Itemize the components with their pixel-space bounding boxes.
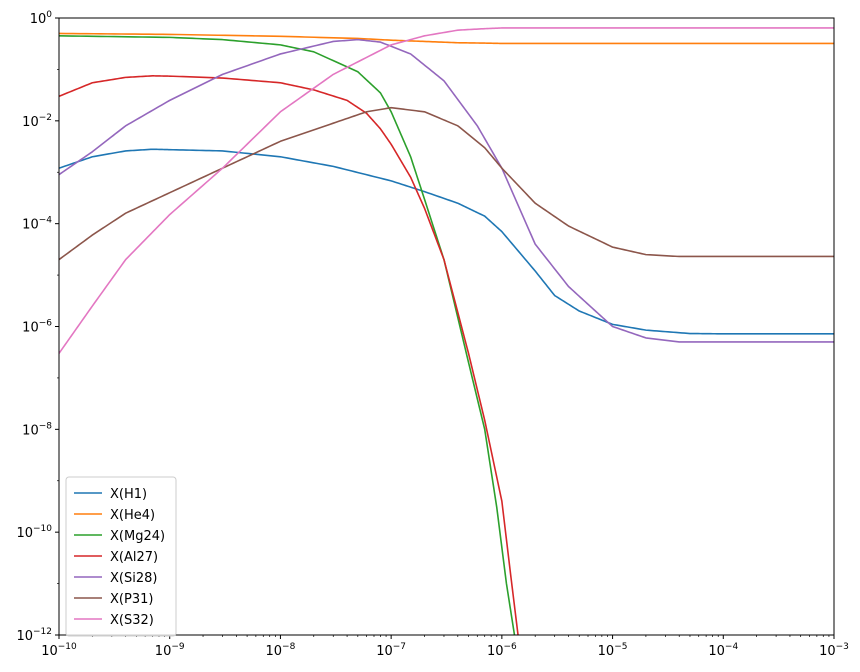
legend-label: X(P31) — [110, 592, 153, 607]
y-tick-label-base: 10 — [22, 423, 39, 438]
x-tick-label-exponent: −9 — [171, 642, 185, 652]
x-tick-label: 10−7 — [376, 642, 406, 659]
y-tick-label-base: 10 — [30, 12, 47, 27]
y-tick-label-exponent: −12 — [33, 627, 52, 637]
y-tick-label-base: 10 — [22, 321, 39, 336]
y-tick-label-exponent: −4 — [39, 216, 53, 226]
y-tick-label: 10−6 — [22, 319, 52, 336]
y-tick-label-base: 10 — [16, 629, 33, 644]
x-tick-label-exponent: −8 — [282, 642, 296, 652]
series-layer — [59, 27, 834, 635]
x-tick-label-exponent: −7 — [393, 642, 406, 652]
y-tick-label-base: 10 — [22, 115, 39, 130]
y-tick-label-exponent: −8 — [39, 421, 53, 431]
y-tick-label-base: 10 — [22, 218, 39, 233]
y-tick-label-exponent: 0 — [46, 10, 52, 20]
x-tick-label-base: 10 — [266, 644, 283, 659]
legend-label: X(Al27) — [110, 550, 158, 565]
x-tick-label-exponent: −3 — [836, 642, 849, 652]
legend-label: X(He4) — [110, 508, 155, 523]
x-tick-label: 10−10 — [41, 642, 77, 659]
series-line-3 — [59, 75, 519, 635]
series-line-5 — [59, 106, 834, 261]
y-tick-label-exponent: −10 — [33, 524, 52, 534]
x-tick-label-exponent: −6 — [503, 642, 517, 652]
x-tick-label-exponent: −10 — [58, 642, 77, 652]
legend-label: X(Si28) — [110, 571, 157, 586]
x-tick-label-base: 10 — [155, 644, 172, 659]
series-line-6 — [59, 27, 834, 355]
x-tick-label-base: 10 — [598, 644, 615, 659]
y-tick-label: 100 — [30, 10, 53, 27]
y-tick-label: 10−8 — [22, 421, 52, 438]
x-tick-label-exponent: −4 — [725, 642, 739, 652]
x-tick-label-base: 10 — [708, 644, 725, 659]
x-tick-label-base: 10 — [376, 644, 393, 659]
series-line-4 — [59, 38, 834, 343]
series-line-2 — [59, 35, 516, 635]
y-tick-label: 10−10 — [16, 524, 52, 541]
x-tick-label: 10−8 — [266, 642, 296, 659]
series-line-1 — [59, 32, 834, 45]
legend-frame — [65, 476, 177, 637]
legend-label: X(S32) — [110, 613, 154, 628]
x-tick-label: 10−3 — [819, 642, 849, 659]
x-tick-label-exponent: −5 — [614, 642, 627, 652]
y-tick-label: 10−4 — [22, 216, 52, 233]
x-tick-label-base: 10 — [487, 644, 504, 659]
x-tick-label: 10−9 — [155, 642, 185, 659]
y-tick-label-base: 10 — [16, 526, 33, 541]
x-axis: 10−10 10−9 10−8 10−7 10−6 10−5 10−4 10−3 — [41, 635, 849, 659]
legend: X(H1) X(He4) X(Mg24) X(Al27) X(Si28) X(P31) X(… — [65, 476, 177, 637]
y-tick-label: 10−12 — [16, 627, 52, 644]
x-tick-label: 10−4 — [708, 642, 738, 659]
legend-label: X(Mg24) — [110, 529, 165, 544]
legend-label: X(H1) — [110, 487, 147, 502]
x-tick-label: 10−5 — [598, 642, 628, 659]
y-tick-label-exponent: −2 — [39, 113, 52, 123]
y-tick-label-exponent: −6 — [39, 319, 53, 329]
x-tick-label-base: 10 — [41, 644, 58, 659]
y-tick-label: 10−2 — [22, 113, 52, 130]
x-tick-label-base: 10 — [819, 644, 836, 659]
x-tick-label: 10−6 — [487, 642, 517, 659]
series-line-0 — [59, 148, 834, 335]
